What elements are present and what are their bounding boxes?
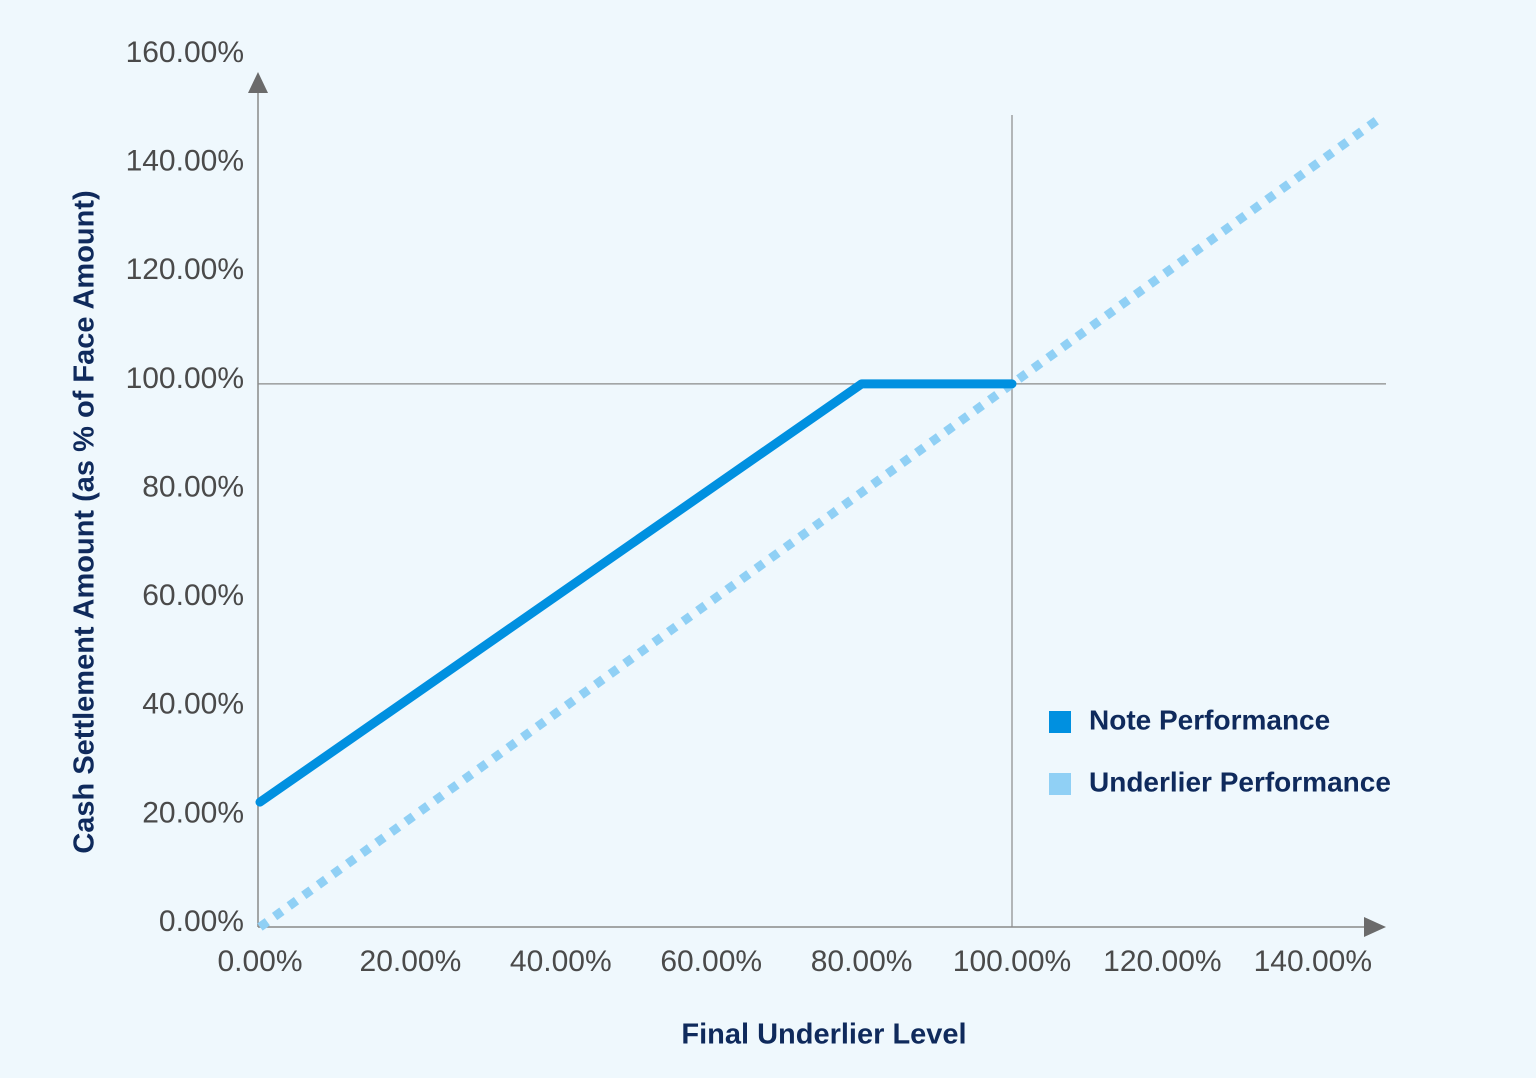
x-tick-label: 140.00% — [1254, 945, 1372, 978]
series-line — [255, 379, 1017, 807]
x-axis-title: Final Underlier Level — [681, 1019, 966, 1051]
y-tick-label: 20.00% — [142, 796, 244, 829]
y-tick-label: 80.00% — [142, 470, 244, 503]
x-tick-label: 80.00% — [811, 945, 913, 978]
y-tick-label: 0.00% — [159, 905, 244, 938]
x-tick-label: 20.00% — [360, 945, 462, 978]
legend-swatch — [1049, 711, 1071, 733]
y-tick-label: 60.00% — [142, 579, 244, 612]
x-tick-label: 0.00% — [217, 945, 302, 978]
legend-swatch — [1049, 773, 1071, 795]
y-axis-arrow — [248, 72, 268, 93]
x-axis-arrow — [1364, 917, 1386, 937]
x-tick-label: 120.00% — [1103, 945, 1221, 978]
y-tick-label: 140.00% — [126, 145, 244, 178]
y-tick-label: 160.00% — [126, 36, 244, 69]
y-axis-title: Cash Settlement Amount (as % of Face Amo… — [69, 190, 101, 853]
legend-label: Underlier Performance — [1089, 766, 1391, 797]
legend-label: Note Performance — [1089, 704, 1330, 735]
x-tick-label: 40.00% — [510, 945, 612, 978]
x-tick-label: 100.00% — [953, 945, 1071, 978]
x-tick-label: 60.00% — [660, 945, 762, 978]
y-tick-label: 100.00% — [126, 362, 244, 395]
series-line — [257, 114, 1384, 931]
y-tick-label: 120.00% — [126, 253, 244, 286]
y-tick-label: 40.00% — [142, 688, 244, 721]
